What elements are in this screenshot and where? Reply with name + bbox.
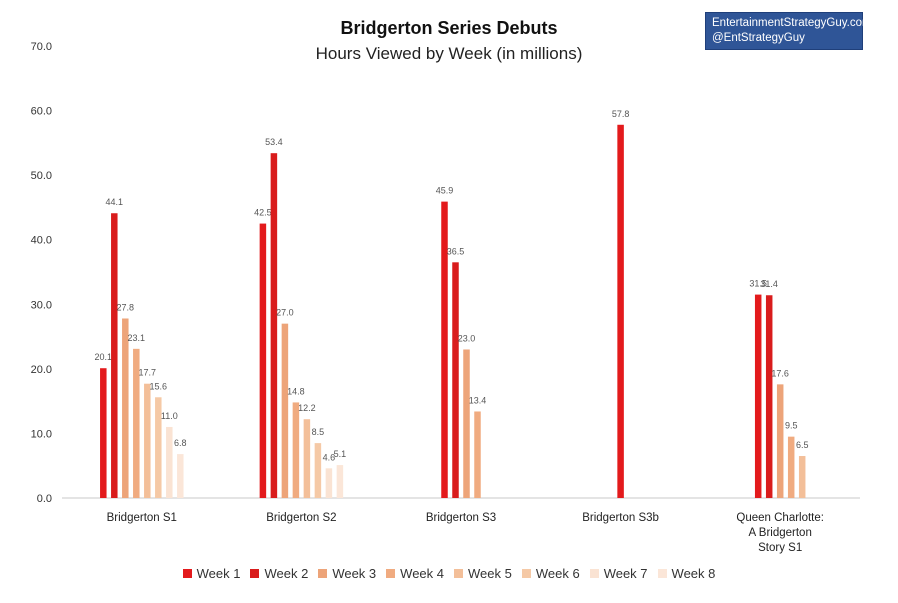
watermark-site: EntertainmentStrategyGuy.com [712, 17, 872, 29]
bar-week-2 [111, 213, 118, 499]
data-label: 6.5 [796, 440, 809, 450]
legend-swatch [589, 569, 599, 578]
category-label: A Bridgerton [749, 527, 812, 539]
y-tick-label: 60.0 [31, 106, 52, 118]
legend: Week 1 Week 2 Week 3 Week 4 Week 5 Week 6 Week… [0, 566, 898, 581]
data-label: 13.4 [469, 395, 487, 405]
legend-label: Week 7 [603, 566, 648, 581]
bar-week-2 [270, 153, 278, 498]
y-tick-label: 10.0 [31, 428, 52, 440]
y-tick-label: 70.0 [31, 41, 52, 53]
data-label: 57.8 [612, 109, 630, 119]
legend-label: Week 8 [671, 566, 716, 581]
bar-week-3 [776, 384, 784, 498]
category-label: Bridgerton S1 [107, 512, 177, 524]
bar-week-3 [122, 318, 129, 498]
bar-week-1 [259, 223, 267, 499]
bar-week-2 [765, 295, 773, 498]
data-label: 27.8 [117, 302, 135, 312]
data-label: 9.5 [785, 421, 798, 431]
data-label: 8.5 [312, 427, 325, 437]
bar-week-5 [144, 383, 151, 498]
bar-week-6 [155, 397, 162, 498]
watermark-box: EntertainmentStrategyGuy.com @EntStrateg… [705, 12, 872, 50]
bar-week-2 [452, 262, 459, 498]
data-label: 11.0 [161, 411, 178, 421]
category-label: Bridgerton S2 [266, 512, 336, 524]
bar-week-7 [166, 426, 173, 498]
legend-label: Week 5 [468, 566, 512, 581]
category-label: Queen Charlotte: [736, 512, 824, 524]
bar-week-1 [617, 124, 624, 498]
watermark-handle: @EntStrategyGuy [712, 32, 805, 44]
legend-swatch [318, 569, 328, 578]
legend-item: Week 7 [589, 566, 648, 581]
bar-week-6 [314, 443, 322, 498]
y-tick-label: 50.0 [31, 170, 52, 182]
bar-week-8 [336, 465, 344, 498]
bar-week-5 [798, 456, 806, 498]
data-label: 27.0 [276, 308, 294, 318]
data-label: 31.5 [749, 279, 767, 289]
data-label: 36.5 [447, 246, 465, 256]
legend-item: Week 1 [182, 566, 241, 581]
data-label: 20.1 [95, 352, 113, 362]
data-label: 12.2 [298, 403, 316, 413]
category-label: Story S1 [758, 542, 802, 554]
data-label: 31.4 [760, 279, 778, 289]
data-label: 23.0 [458, 333, 476, 343]
bar-week-3 [281, 323, 289, 498]
legend-swatch [250, 569, 260, 578]
legend-label: Week 4 [400, 566, 444, 581]
bar-week-4 [133, 348, 140, 498]
data-label: 5.1 [334, 449, 347, 459]
data-label: 45.9 [436, 186, 454, 196]
legend-label: Week 3 [332, 566, 377, 581]
data-label: 4.6 [323, 452, 336, 462]
bar-week-4 [787, 436, 795, 498]
legend-swatch [454, 569, 463, 578]
legend-label: Week 2 [264, 566, 309, 581]
bar-week-7 [325, 468, 333, 498]
bar-week-1 [754, 294, 762, 498]
legend-item: Week 5 [454, 566, 512, 581]
chart-subtitle: Hours Viewed by Week (in millions) [315, 44, 583, 63]
data-label: 44.1 [106, 197, 124, 207]
legend-item: Week 8 [657, 566, 716, 581]
bar-week-8 [177, 454, 184, 498]
legend-swatch [657, 569, 667, 578]
chart-title: Bridgerton Series Debuts [340, 18, 558, 38]
data-label: 17.7 [139, 368, 157, 378]
bar-week-4 [292, 402, 300, 498]
category-label: Bridgerton S3 [426, 512, 496, 524]
bar-week-3 [463, 349, 470, 498]
data-label: 6.8 [174, 438, 187, 448]
y-tick-label: 20.0 [31, 364, 52, 376]
y-tick-label: 30.0 [31, 299, 52, 311]
y-tick-label: 40.0 [31, 235, 52, 247]
legend-item: Week 4 [386, 566, 444, 581]
legend-item: Week 3 [318, 566, 376, 581]
data-label: 17.6 [771, 368, 789, 378]
legend-label: Week 6 [535, 566, 580, 581]
legend-swatch [521, 569, 531, 578]
data-label: 23.1 [128, 333, 146, 343]
y-tick-label: 0.0 [37, 493, 52, 505]
data-label: 15.6 [150, 381, 168, 391]
data-label: 14.8 [287, 386, 305, 396]
legend-swatch [386, 569, 396, 578]
category-label: Bridgerton S3b [582, 512, 659, 524]
legend-swatch [182, 569, 192, 578]
data-label: 53.4 [265, 137, 283, 147]
legend-label: Week 1 [196, 566, 241, 581]
bar-week-4 [474, 411, 481, 498]
bar-week-5 [303, 419, 311, 498]
legend-item: Week 2 [250, 566, 308, 581]
data-label: 42.5 [254, 208, 272, 218]
legend-item: Week 6 [521, 566, 580, 581]
bar-week-1 [441, 201, 448, 499]
bar-week-1 [100, 368, 107, 498]
